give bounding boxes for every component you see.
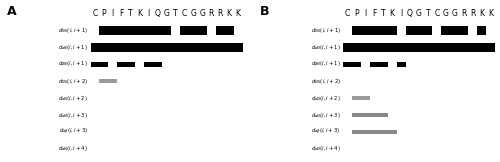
Text: $d_{\alpha \beta}(i,i+3)$: $d_{\alpha \beta}(i,i+3)$ (312, 127, 340, 137)
Text: $d_{\alpha N}(i,i+2)$: $d_{\alpha N}(i,i+2)$ (311, 94, 340, 103)
Text: $d_{\alpha N}(i,i+3)$: $d_{\alpha N}(i,i+3)$ (311, 110, 340, 120)
Text: $d_{NN}(i,i+1)$: $d_{NN}(i,i+1)$ (310, 26, 340, 35)
Text: $d_{NN}(i,i+1)$: $d_{NN}(i,i+1)$ (58, 26, 88, 35)
Text: G: G (164, 9, 170, 18)
Text: I: I (400, 9, 402, 18)
Text: P: P (354, 9, 358, 18)
Text: G: G (416, 9, 422, 18)
Text: C: C (92, 9, 98, 18)
Text: K: K (226, 9, 232, 18)
Text: $d_{\alpha N}(i,i+1)$: $d_{\alpha N}(i,i+1)$ (58, 43, 88, 52)
Text: G: G (200, 9, 205, 18)
Text: $d_{\alpha N}(i,i+4)$: $d_{\alpha N}(i,i+4)$ (58, 144, 88, 153)
Text: K: K (236, 9, 240, 18)
Text: K: K (479, 9, 484, 18)
Text: T: T (173, 9, 178, 18)
Text: $d_{\alpha N}(i,i+3)$: $d_{\alpha N}(i,i+3)$ (58, 110, 88, 120)
Text: $d_{\alpha N}(i,i+4)$: $d_{\alpha N}(i,i+4)$ (311, 144, 340, 153)
Text: P: P (102, 9, 106, 18)
Text: I: I (112, 9, 114, 18)
Text: Q: Q (407, 9, 413, 18)
Text: B: B (260, 5, 269, 18)
Text: $d_{\beta N}(i,i+1)$: $d_{\beta N}(i,i+1)$ (58, 59, 88, 70)
Text: R: R (470, 9, 476, 18)
Text: K: K (390, 9, 394, 18)
Text: R: R (208, 9, 214, 18)
Text: K: K (137, 9, 142, 18)
Text: R: R (461, 9, 466, 18)
Text: A: A (7, 5, 16, 18)
Text: C: C (434, 9, 440, 18)
Text: R: R (218, 9, 223, 18)
Text: G: G (452, 9, 458, 18)
Text: T: T (381, 9, 386, 18)
Text: $d_{\alpha N}(i,i+1)$: $d_{\alpha N}(i,i+1)$ (311, 43, 340, 52)
Text: K: K (488, 9, 493, 18)
Text: $d_{\beta N}(i,i+1)$: $d_{\beta N}(i,i+1)$ (311, 59, 340, 70)
Text: $d_{\alpha N}(i,i+2)$: $d_{\alpha N}(i,i+2)$ (58, 94, 88, 103)
Text: G: G (443, 9, 449, 18)
Text: Q: Q (154, 9, 160, 18)
Text: $d_{\alpha \beta}(i,i+3)$: $d_{\alpha \beta}(i,i+3)$ (59, 127, 88, 137)
Text: I: I (364, 9, 366, 18)
Text: F: F (372, 9, 376, 18)
Text: G: G (190, 9, 196, 18)
Text: C: C (182, 9, 187, 18)
Text: T: T (128, 9, 133, 18)
Text: T: T (426, 9, 430, 18)
Text: $d_{NN}(i,i+2)$: $d_{NN}(i,i+2)$ (58, 77, 88, 86)
Text: F: F (120, 9, 124, 18)
Text: $d_{NN}(i,i+2)$: $d_{NN}(i,i+2)$ (310, 77, 340, 86)
Text: I: I (148, 9, 150, 18)
Text: C: C (345, 9, 350, 18)
